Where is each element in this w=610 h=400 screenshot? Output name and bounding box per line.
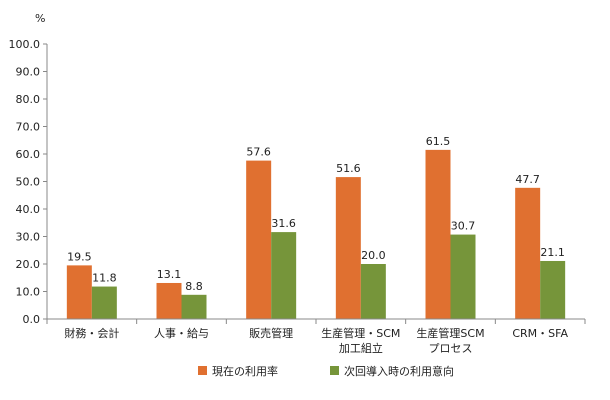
bar: [335, 177, 361, 319]
bar: [246, 160, 272, 319]
y-axis: 0.0 10.0 20.0 30.0 40.0 50.0 60.0 70.0 80.0 90.0 1…: [9, 38, 48, 326]
data-label: 57.6: [246, 146, 271, 159]
x-tick-label: 生産管理SCM: [416, 326, 484, 340]
legend-swatch: [330, 366, 339, 375]
data-label: 47.7: [515, 173, 540, 186]
bar: [156, 282, 182, 319]
legend-label: 現在の利用率: [212, 364, 278, 378]
bar: [360, 264, 386, 319]
y-tick-label: 40.0: [16, 203, 41, 216]
bar: [425, 149, 451, 319]
y-tick-label: 10.0: [16, 286, 41, 299]
x-tick-label: 財務・会計: [64, 326, 119, 340]
bar: [450, 234, 476, 319]
data-label: 31.6: [271, 217, 296, 230]
x-tick-label: 生産管理・SCM: [321, 326, 400, 340]
x-tick-label: 人事・給与: [154, 326, 209, 340]
legend: 現在の利用率 次回導入時の利用意向: [198, 364, 454, 378]
bar: [540, 260, 566, 319]
bar: [515, 187, 541, 319]
bars: 19.511.8 13.18.8 57.6 31.6 51.6 20.0 61.5 30.7 4…: [66, 135, 566, 319]
data-label: 30.7: [451, 220, 476, 233]
data-label: 11.8: [92, 272, 117, 285]
y-tick-label: 90.0: [16, 66, 41, 79]
data-label: 20.0: [361, 249, 386, 262]
y-tick-label: 70.0: [16, 121, 41, 134]
bar: [271, 232, 297, 319]
bar: [91, 286, 117, 319]
legend-swatch: [198, 366, 207, 375]
data-label: 51.6: [336, 162, 361, 175]
x-tick-label: 加工組立: [339, 341, 383, 355]
y-unit-label: %: [35, 12, 45, 25]
y-tick-label: 20.0: [16, 258, 41, 271]
data-label: 13.1: [157, 268, 182, 281]
y-tick-label: 0.0: [23, 313, 41, 326]
y-tick-label: 100.0: [9, 38, 41, 51]
x-tick-label: CRM・SFA: [512, 327, 568, 340]
legend-label: 次回導入時の利用意向: [344, 364, 454, 378]
y-tick-label: 60.0: [16, 148, 41, 161]
y-tick-label: 80.0: [16, 93, 41, 106]
y-tick-label: 30.0: [16, 231, 41, 244]
x-tick-label: プロセス: [429, 342, 473, 355]
data-label: 61.5: [426, 135, 451, 148]
data-label: 19.5: [67, 250, 92, 263]
bar: [181, 294, 207, 319]
x-tick-label: 販売管理: [249, 326, 293, 340]
bar: [66, 265, 92, 319]
data-label: 21.1: [540, 246, 565, 259]
data-label: 8.8: [185, 280, 203, 293]
y-tick-label: 50.0: [16, 176, 41, 189]
